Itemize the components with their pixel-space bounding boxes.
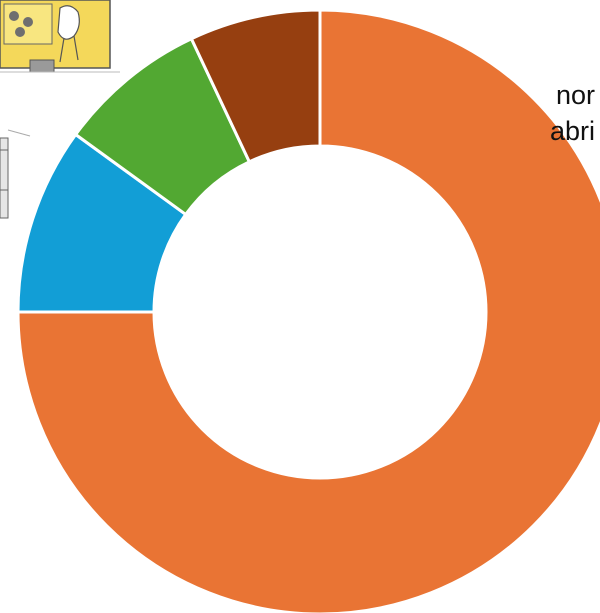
clipart-illustration — [0, 0, 120, 219]
clipart-box-top — [0, 0, 120, 73]
donut-slices — [16, 8, 600, 613]
clipart-box-left — [0, 129, 31, 219]
annotation-label-line-2: abri — [550, 116, 596, 146]
donut-slice-4 — [189, 8, 322, 164]
donut-slice-1 — [16, 8, 600, 613]
annotation-label-line-1: nor — [556, 80, 596, 110]
